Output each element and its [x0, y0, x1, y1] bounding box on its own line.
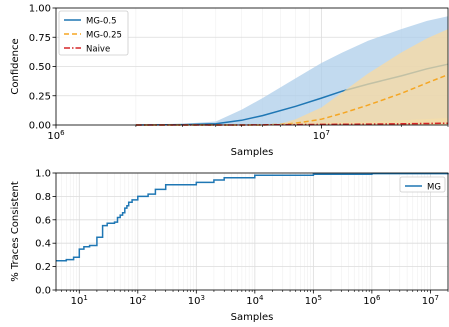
legend-box [58, 10, 129, 56]
series-mg-0-25 [135, 29, 449, 126]
chart-2: 101 102 103 104 105 106 107 0.0 0.2 0.4 0.6 0.8 1.0 S… [10, 169, 449, 323]
y-tick-label: 0.50 [29, 62, 51, 73]
y-tick-label: 1.0 [35, 169, 51, 180]
legend-label: MG-0.25 [86, 31, 122, 41]
series-naive [135, 118, 449, 126]
chart-1: 106 107 0.00 0.25 0.50 0.75 1.00 Samples Confide… [10, 4, 449, 158]
y-axis-label: % Traces Consistent [10, 181, 21, 282]
legend: MG-0.5 MG-0.25 Naive [58, 10, 129, 56]
x-tick-label: 104 [246, 294, 264, 307]
y-tick-label: 0.00 [29, 121, 51, 132]
legend-box [399, 176, 446, 193]
y-tick-label: 0.8 [35, 192, 51, 203]
y-tick-label: 1.00 [29, 4, 51, 15]
y-axis-label: Confidence [10, 38, 21, 94]
legend: MG [399, 176, 446, 193]
series-mg [56, 172, 449, 262]
x-tick-label: 105 [305, 294, 322, 307]
x-axis-label: Samples [231, 147, 274, 158]
x-tick-label: 106 [47, 129, 65, 142]
x-tick-label: 103 [188, 294, 205, 307]
x-tick-label: 107 [313, 129, 330, 142]
legend-label: MG [427, 183, 441, 193]
y-tick-label: 0.25 [29, 91, 51, 102]
x-tick-label: 101 [71, 294, 88, 307]
series-line [135, 122, 449, 126]
y-tick-label: 0.2 [35, 262, 51, 273]
legend-label: Naive [86, 45, 110, 55]
series-line [56, 172, 449, 262]
y-tick-label: 0.6 [35, 215, 51, 226]
x-tick-label: 106 [363, 294, 381, 307]
y-tick-label: 0.0 [35, 286, 51, 297]
confidence-band [135, 118, 448, 125]
y-tick-label: 0.4 [35, 239, 51, 250]
x-axis-label: Samples [231, 312, 274, 323]
legend-label: MG-0.5 [86, 17, 117, 27]
x-tick-label: 107 [422, 294, 439, 307]
series-line [135, 74, 449, 126]
confidence-band [135, 29, 448, 126]
x-tick-label: 102 [129, 294, 146, 307]
y-tick-label: 0.75 [29, 33, 51, 44]
